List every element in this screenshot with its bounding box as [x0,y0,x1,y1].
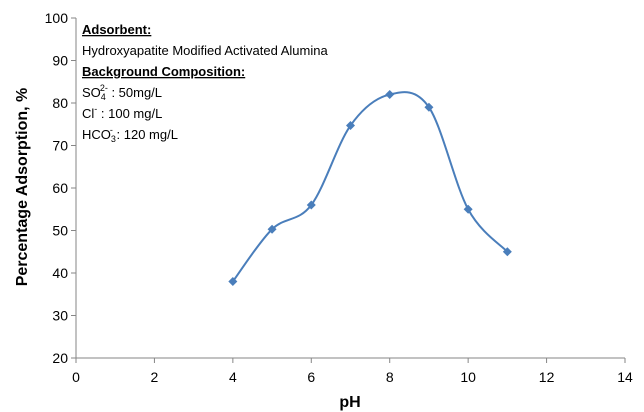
data-point-marker [346,121,355,131]
x-tick-label: 0 [72,369,80,385]
composition-line: HCO3- : 120 mg/L [82,125,178,144]
x-tick-label: 12 [539,369,555,385]
background-composition-list: SO42- : 50mg/L Cl- : 100 mg/L HCO3- : 120 … [82,83,178,144]
x-tick-label: 4 [229,369,237,385]
composition-line: SO42- : 50mg/L [82,83,162,102]
data-point-marker [502,247,512,257]
composition-line: Cl- : 100 mg/L [82,104,162,121]
data-point-marker [385,90,395,99]
series-markers [228,90,512,286]
y-tick-label: 90 [52,53,68,69]
x-tick-label: 8 [386,369,394,385]
x-tick-label: 10 [460,369,476,385]
adsorbent-heading: Adsorbent: [82,22,151,37]
y-tick-label: 40 [52,265,68,281]
y-tick-label: 60 [52,180,68,196]
y-tick-label: 100 [45,10,69,26]
y-tick-label: 50 [52,223,68,239]
y-axis-title: Percentage Adsorption, % [14,88,31,287]
x-tick-label: 14 [617,369,633,385]
data-point-marker [267,224,277,234]
x-tick-label: 2 [151,369,159,385]
data-point-marker [306,200,316,210]
series-curve [232,91,509,283]
data-point-marker [424,102,434,112]
data-point-marker [228,277,238,286]
background-heading: Background Composition: [82,64,245,79]
x-tick-label: 6 [307,369,315,385]
annotation-box: Adsorbent: Hydroxyapatite Modified Activ… [82,22,328,144]
y-tick-label: 80 [52,95,68,111]
x-axis-ticks: 0 2 4 6 8 10 12 14 [72,358,633,385]
y-tick-label: 20 [52,350,68,366]
data-point-marker [463,204,473,214]
y-tick-label: 70 [52,138,68,154]
y-tick-label: 30 [52,308,68,324]
adsorbent-name: Hydroxyapatite Modified Activated Alumin… [82,43,328,58]
x-axis-title: pH [339,394,360,411]
y-axis-ticks: 20 30 40 50 60 70 80 90 100 [45,10,76,366]
